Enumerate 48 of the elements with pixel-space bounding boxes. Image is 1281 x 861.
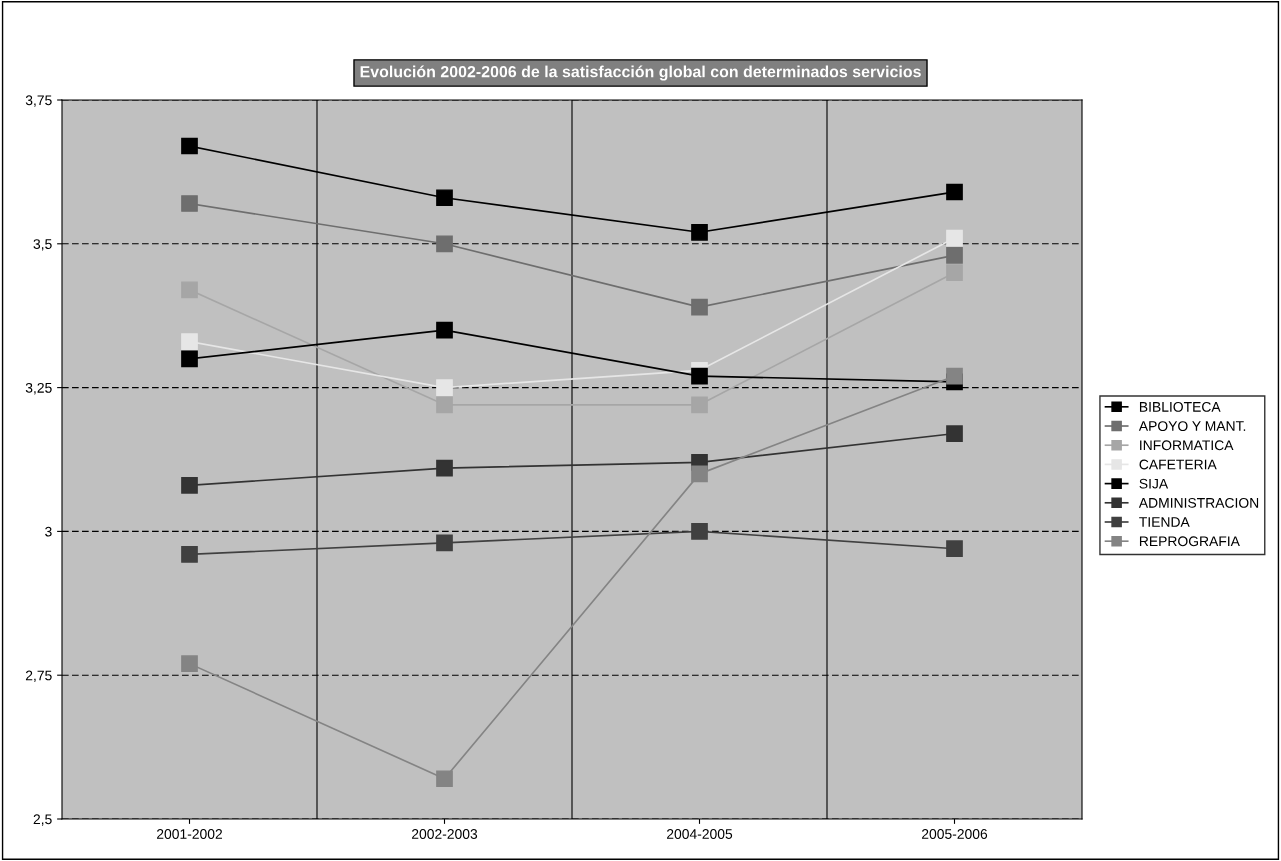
y-tick-label: 2,5	[33, 814, 52, 826]
point	[181, 477, 198, 494]
point	[691, 396, 708, 414]
legend-label: SIJA	[1139, 478, 1169, 489]
point	[436, 770, 453, 788]
x-tick-label: 2001-2002	[156, 829, 223, 839]
legend-label: REPROGRAFIA	[1139, 536, 1240, 547]
point	[181, 137, 198, 155]
point	[946, 540, 963, 557]
point	[436, 235, 453, 253]
point	[436, 534, 453, 552]
point	[946, 367, 963, 385]
x-tick-label: 2002-2003	[411, 829, 478, 839]
x-tick-label: 2004-2005	[666, 829, 733, 839]
y-tick-label: 3	[45, 526, 52, 537]
point	[946, 183, 963, 201]
point	[691, 523, 708, 540]
point	[436, 379, 453, 396]
point	[436, 459, 453, 477]
legend-label: TIENDA	[1139, 517, 1190, 527]
point	[946, 229, 963, 247]
point	[691, 298, 708, 316]
y-tick-label: 2,75	[25, 670, 52, 683]
x-tick-label: 2005-2006	[921, 829, 988, 839]
y-tick-label: 3,75	[25, 95, 52, 107]
y-tick-label: 3,5	[33, 239, 52, 251]
point	[691, 367, 708, 385]
point	[181, 281, 198, 299]
point	[691, 223, 708, 241]
point	[946, 425, 963, 442]
point	[181, 333, 198, 350]
point	[436, 189, 453, 207]
point	[181, 655, 198, 673]
point	[946, 264, 963, 281]
point	[436, 396, 453, 414]
legend-label: BIBLIOTECA	[1139, 401, 1221, 412]
point	[181, 350, 198, 368]
point	[436, 321, 453, 339]
point	[181, 546, 198, 563]
point	[691, 465, 708, 483]
y-tick-label: 3,25	[25, 382, 52, 395]
point	[946, 246, 963, 264]
legend-label: ADMINISTRACION	[1138, 497, 1259, 508]
legend-label: INFORMATICA	[1140, 440, 1234, 451]
chart-title: Evolución 2002-2006 de la satisfacción global con determinados servicios	[360, 65, 921, 81]
legend-label: CAFETERIA	[1139, 459, 1217, 470]
point	[181, 195, 198, 212]
legend-label: APOYO Y MANT.	[1138, 421, 1246, 432]
